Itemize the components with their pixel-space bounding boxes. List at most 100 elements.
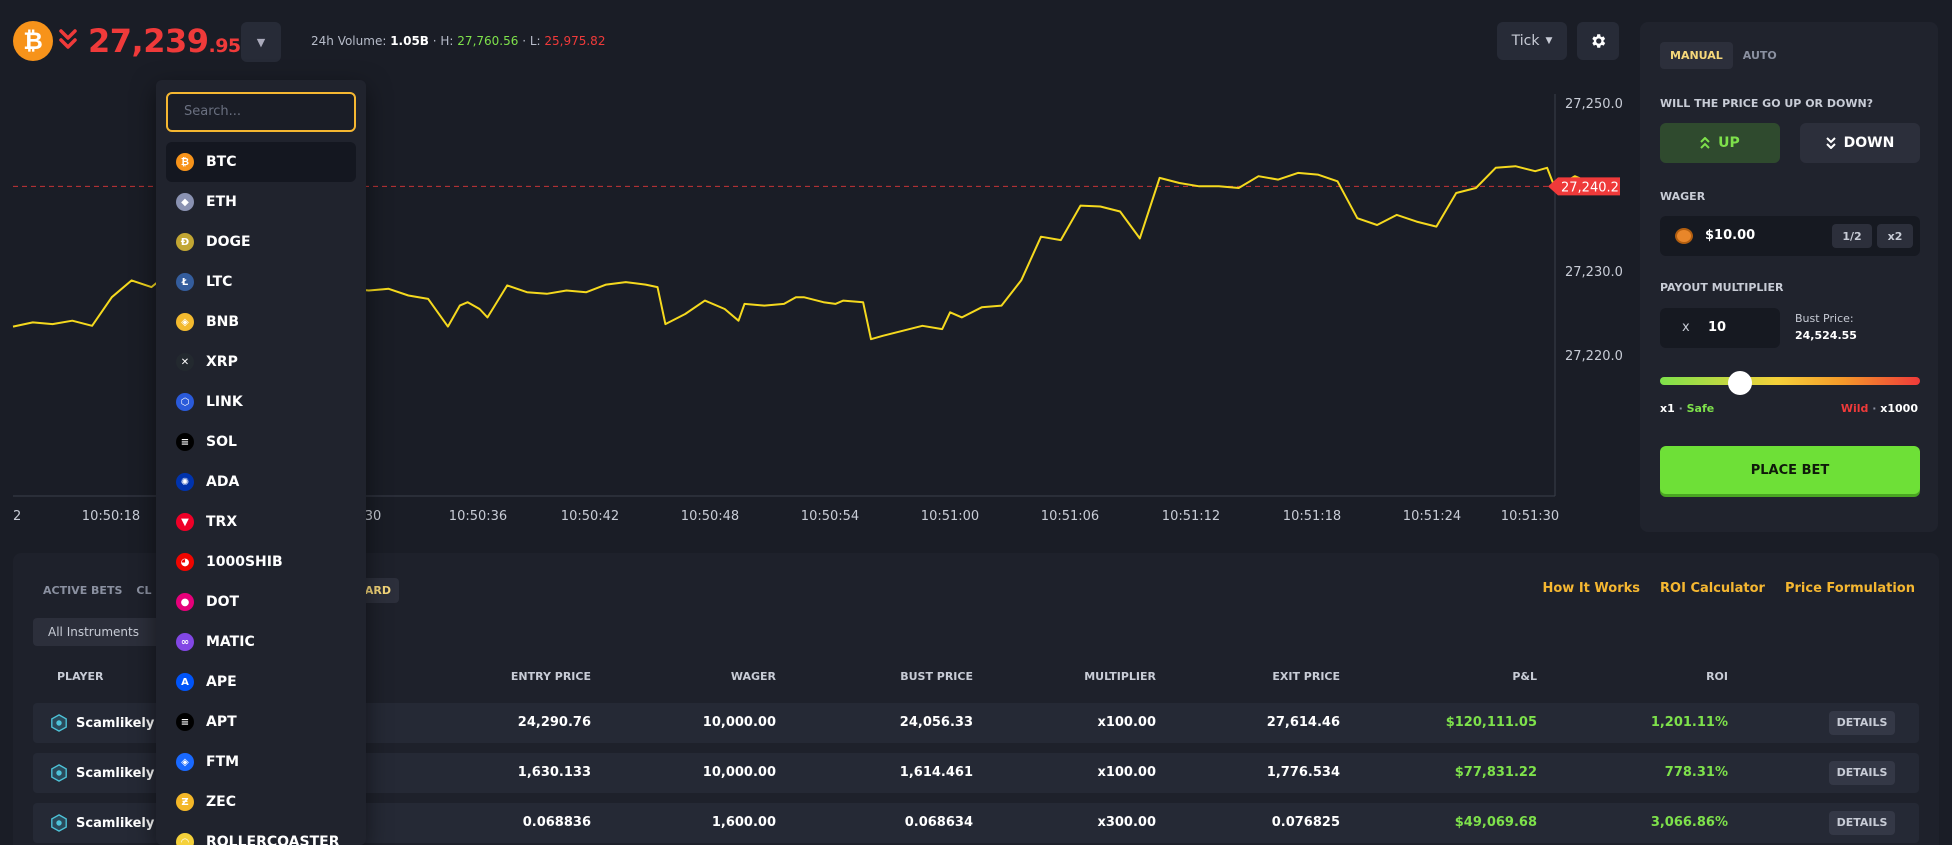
col-multiplier: MULTIPLIER xyxy=(1084,670,1156,683)
exit-cell: 27,614.46 xyxy=(1266,715,1340,730)
instrument-item-zec[interactable]: Ƶ ZEC xyxy=(166,782,356,822)
player-name: Scamlikely xyxy=(76,815,155,831)
1000shib-icon: ◕ xyxy=(176,553,194,571)
instrument-item-matic[interactable]: ∞ MATIC xyxy=(166,622,356,662)
instrument-item-bnb[interactable]: ◈ BNB xyxy=(166,302,356,342)
bet-mode-tabs: MANUAL AUTO xyxy=(1660,42,1787,69)
caret-down-icon: ▼ xyxy=(1545,36,1553,46)
caret-down-icon: ▼ xyxy=(256,35,266,49)
wager-cell: 10,000.00 xyxy=(702,715,776,730)
instrument-label: SOL xyxy=(206,434,237,450)
instrument-list: ₿ BTC ◆ ETH Ð DOGE Ł LTC ◈ BNB ✕ XRP ⬡ LINK ≡ SOL ✺ ADA ▼ T… xyxy=(166,142,356,845)
price-integer: 27,239 xyxy=(88,22,209,60)
how-it-works-link[interactable]: How It Works xyxy=(1542,581,1641,596)
btc-logo-icon: ₿ xyxy=(13,21,53,61)
mult-cell: x300.00 xyxy=(1097,815,1156,830)
instrument-item-rollercoaster[interactable]: ◠ ROLLERCOASTER xyxy=(166,822,356,845)
settings-button[interactable] xyxy=(1577,22,1619,60)
tab-closed-bets[interactable]: CL xyxy=(136,584,152,597)
exit-cell: 1,776.534 xyxy=(1266,765,1340,780)
wager-value: $10.00 xyxy=(1705,228,1756,243)
instrument-item-btc[interactable]: ₿ BTC xyxy=(166,142,356,182)
instrument-label: ADA xyxy=(206,474,240,490)
multiplier-input[interactable]: x 10 xyxy=(1660,308,1780,348)
instrument-item-eth[interactable]: ◆ ETH xyxy=(166,182,356,222)
instrument-item-link[interactable]: ⬡ LINK xyxy=(166,382,356,422)
bust-cell: 0.068634 xyxy=(904,815,973,830)
details-button[interactable]: DETAILS xyxy=(1829,811,1895,835)
instrument-label: ROLLERCOASTER xyxy=(206,834,340,845)
price-chart[interactable]: 27,250.0 27,230.0 27,220.0 2 10:50:18 30 10:50… xyxy=(0,82,1630,542)
up-label: UP xyxy=(1718,135,1740,151)
link-icon: ⬡ xyxy=(176,393,194,411)
player-name: Scamlikely xyxy=(76,715,155,731)
tab-manual[interactable]: MANUAL xyxy=(1660,42,1733,69)
instrument-item-1000shib[interactable]: ◕ 1000SHIB xyxy=(166,542,356,582)
instrument-label: LTC xyxy=(206,274,233,290)
dot-icon: ● xyxy=(176,593,194,611)
instrument-label: XRP xyxy=(206,354,238,370)
chart-type-label: Tick xyxy=(1511,33,1540,49)
zec-icon: Ƶ xyxy=(176,793,194,811)
multiplier-value: 10 xyxy=(1708,320,1727,335)
instrument-item-ada[interactable]: ✺ ADA xyxy=(166,462,356,502)
wager-cell: 1,600.00 xyxy=(711,815,776,830)
down-label: DOWN xyxy=(1843,135,1895,151)
instrument-item-sol[interactable]: ≡ SOL xyxy=(166,422,356,462)
instrument-item-trx[interactable]: ▼ TRX xyxy=(166,502,356,542)
place-bet-button[interactable]: PLACE BET xyxy=(1660,446,1920,494)
trx-icon: ▼ xyxy=(176,513,194,531)
player-cell[interactable]: Scamlikely xyxy=(50,764,154,782)
player-cell[interactable]: Scamlikely xyxy=(50,714,154,732)
player-cell[interactable]: Scamlikely xyxy=(50,814,154,832)
tab-auto[interactable]: AUTO xyxy=(1742,49,1777,62)
player-name: Scamlikely xyxy=(76,765,155,781)
col-pnl: P&L xyxy=(1512,670,1537,683)
player-avatar-icon xyxy=(51,764,67,782)
instrument-item-dot[interactable]: ● DOT xyxy=(166,582,356,622)
instrument-label: APE xyxy=(206,674,237,690)
instrument-dropdown: Search... ₿ BTC ◆ ETH Ð DOGE Ł LTC ◈ BNB ✕ XRP ⬡ LINK… xyxy=(156,80,366,845)
y-tick-label: 27,250.0 xyxy=(1565,97,1623,112)
x-tick-label: 30 xyxy=(365,509,382,524)
instrument-item-xrp[interactable]: ✕ XRP xyxy=(166,342,356,382)
half-wager-button[interactable]: 1/2 xyxy=(1832,224,1872,248)
instrument-label: DOGE xyxy=(206,234,251,250)
instrument-item-doge[interactable]: Ð DOGE xyxy=(166,222,356,262)
up-button[interactable]: UP xyxy=(1660,123,1780,163)
x-tick-label: 10:50:48 xyxy=(681,509,739,524)
matic-icon: ∞ xyxy=(176,633,194,651)
instrument-label: FTM xyxy=(206,754,240,770)
instrument-search-input[interactable]: Search... xyxy=(166,92,356,132)
instrument-dropdown-toggle[interactable]: ▼ xyxy=(241,22,281,62)
instrument-item-ltc[interactable]: Ł LTC xyxy=(166,262,356,302)
slider-max: x1000 xyxy=(1880,402,1918,415)
low-label: · L: xyxy=(518,34,545,48)
double-wager-button[interactable]: x2 xyxy=(1877,224,1913,248)
instrument-item-ftm[interactable]: ◈ FTM xyxy=(166,742,356,782)
instrument-item-apt[interactable]: ≡ APT xyxy=(166,702,356,742)
x-tick-label: 10:50:18 xyxy=(82,509,140,524)
current-price: 27,239.95 xyxy=(88,22,241,60)
multiplier-slider-handle[interactable] xyxy=(1728,371,1752,395)
instrument-label: DOT xyxy=(206,594,240,610)
chart-type-select[interactable]: Tick ▼ xyxy=(1497,22,1567,60)
direction-question: WILL THE PRICE GO UP OR DOWN? xyxy=(1660,97,1874,110)
tab-active-bets[interactable]: ACTIVE BETS xyxy=(43,584,123,597)
down-button[interactable]: DOWN xyxy=(1800,123,1920,163)
roi-calculator-link[interactable]: ROI Calculator xyxy=(1660,581,1765,596)
wager-cell: 10,000.00 xyxy=(702,765,776,780)
multiplier-prefix: x xyxy=(1682,320,1690,335)
x-tick-label: 2 xyxy=(13,509,21,524)
details-button[interactable]: DETAILS xyxy=(1829,761,1895,785)
player-avatar-icon xyxy=(51,714,67,732)
multiplier-slider-track[interactable] xyxy=(1660,377,1920,385)
price-decimal: .95 xyxy=(208,35,241,57)
details-button[interactable]: DETAILS xyxy=(1829,711,1895,735)
wager-label: WAGER xyxy=(1660,190,1706,203)
price-formulation-link[interactable]: Price Formulation xyxy=(1784,581,1915,596)
wager-input[interactable]: $10.00 1/2 x2 xyxy=(1660,216,1920,256)
gear-icon xyxy=(1592,34,1606,48)
instrument-item-ape[interactable]: A APE xyxy=(166,662,356,702)
instrument-label: TRX xyxy=(206,514,238,530)
